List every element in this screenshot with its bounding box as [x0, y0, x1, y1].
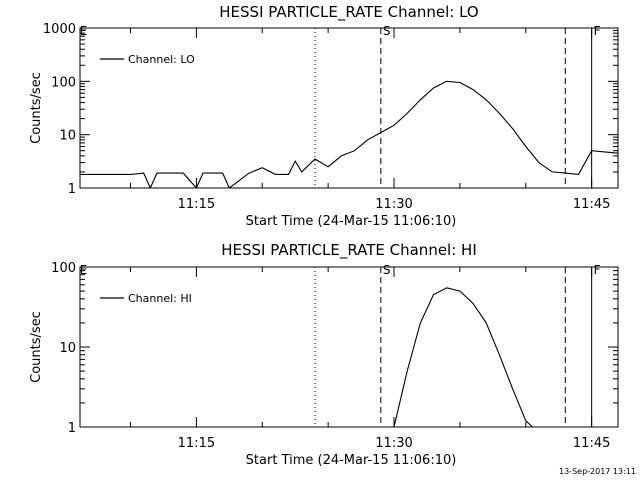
series-line: [80, 80, 618, 188]
y-axis-label: Counts/sec: [29, 72, 44, 144]
y-tick-label: 1000: [43, 22, 76, 37]
legend-label: Channel: LO: [128, 53, 195, 66]
x-tick-label: 11:45: [573, 436, 610, 451]
chart-panel-0: HESSI PARTICLE_RATE Channel: LO 1 10 100 100…: [29, 3, 619, 229]
y-axis-label: Counts/sec: [29, 311, 44, 383]
event-marker-label: S: [383, 24, 391, 38]
event-marker-label: E: [80, 263, 88, 277]
x-axis-label: Start Time (24-Mar-15 11:06:10): [246, 453, 457, 468]
plot-frame: [79, 266, 619, 428]
legend-label: Channel: HI: [128, 292, 192, 305]
y-tick-label: 10: [59, 341, 76, 356]
x-tick-label: 11:30: [375, 197, 412, 212]
x-tick-label: 11:15: [178, 436, 215, 451]
y-tick-label: 1: [68, 421, 76, 436]
y-tick-label: 10: [59, 129, 76, 144]
series-line: [393, 287, 533, 427]
event-marker-label: F: [594, 263, 601, 277]
event-marker-label: F: [594, 24, 601, 38]
x-tick-label: 11:30: [375, 436, 412, 451]
event-marker-label: E: [80, 24, 88, 38]
x-tick-label: 11:15: [178, 197, 215, 212]
y-tick-label: 100: [51, 261, 76, 276]
chart-title: HESSI PARTICLE_RATE Channel: LO: [219, 3, 478, 22]
x-tick-label: 11:45: [573, 197, 610, 212]
plot-frame: [79, 27, 619, 189]
event-marker-label: S: [383, 263, 391, 277]
chart-panel-1: HESSI PARTICLE_RATE Channel: HI 1 10 100 Cou…: [29, 241, 619, 468]
chart-title: HESSI PARTICLE_RATE Channel: HI: [221, 241, 477, 260]
x-axis-label: Start Time (24-Mar-15 11:06:10): [246, 214, 457, 229]
y-tick-label: 1: [68, 182, 76, 197]
y-tick-label: 100: [51, 75, 76, 90]
timestamp-label: 13-Sep-2017 13:11: [559, 467, 636, 476]
